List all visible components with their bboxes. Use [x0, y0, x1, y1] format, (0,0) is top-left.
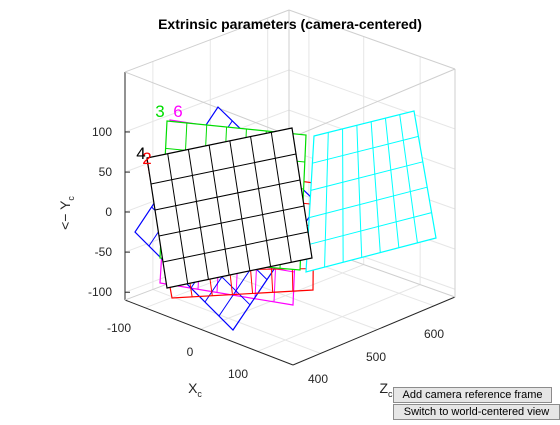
- x-tick-label: -100: [107, 321, 131, 335]
- box-edge: [124, 9, 290, 73]
- board-4-outline: [146, 127, 313, 289]
- switch-view-button[interactable]: Switch to world-centered view: [393, 404, 560, 420]
- z-axis-label-sub: c: [388, 389, 393, 399]
- z-axis-label: Zc: [379, 380, 393, 399]
- x-axis-label-main: X: [188, 380, 198, 396]
- board-label-2: 2: [142, 149, 151, 168]
- y-axis-label: <− Yc: [57, 196, 76, 230]
- y-axis-label-main: <− Y: [57, 200, 73, 230]
- board-5-grid-col: [370, 121, 381, 253]
- board-5-grid-row: [312, 135, 419, 164]
- box-edge: [292, 68, 456, 138]
- chart-title: Extrinsic parameters (camera-centered): [158, 16, 422, 32]
- board-label-4: 4: [136, 144, 145, 163]
- board-label-6: 6: [173, 102, 182, 121]
- board-4-grid-col: [187, 149, 209, 280]
- box-edge: [288, 9, 456, 70]
- y-tick-label: 100: [92, 125, 112, 139]
- z-tick-label: 500: [366, 350, 386, 364]
- board-4-grid-row: [154, 179, 301, 211]
- add-camera-frame-button[interactable]: Add camera reference frame: [393, 387, 552, 403]
- grid-line-y-back-wall: [288, 69, 456, 130]
- axis-line-x: [124, 299, 294, 366]
- board-4: [146, 127, 313, 289]
- board-label-3: 3: [155, 102, 164, 121]
- board-5-grid-col: [356, 125, 363, 258]
- board-4-grid-col: [270, 132, 292, 263]
- board-5-grid-row: [309, 186, 428, 219]
- board-4-grid-row: [150, 153, 297, 185]
- board-4-grid-row: [158, 205, 305, 237]
- board-5-grid-col: [324, 132, 329, 268]
- z-axis-label-main: Z: [379, 380, 388, 396]
- y-tick-label: 0: [105, 205, 112, 219]
- z-tick-label: 400: [308, 372, 328, 386]
- y-tick-label: 50: [99, 165, 113, 179]
- board-5-grid-col: [384, 118, 400, 248]
- x-tick-label: 100: [228, 367, 248, 381]
- y-tick-label: -50: [95, 245, 113, 259]
- y-tick-label: -100: [88, 285, 112, 299]
- board-5-grid-col: [342, 128, 344, 263]
- board-5: [305, 110, 437, 273]
- x-axis-label: Xc: [188, 380, 202, 399]
- x-axis-label-sub: c: [197, 389, 202, 399]
- board-5-grid-row: [307, 212, 432, 246]
- board-4-grid-col: [208, 145, 230, 276]
- grid-line-y-left-wall: [124, 69, 290, 133]
- axis-line-z: [292, 296, 456, 366]
- z-tick-label: 600: [424, 327, 444, 341]
- x-tick-label: 0: [187, 345, 194, 359]
- board-4-grid-row: [162, 231, 309, 263]
- y-axis-label-sub: c: [66, 196, 76, 201]
- board-4-grid-col: [250, 136, 272, 267]
- board-5-outline: [305, 110, 437, 273]
- box-edge: [124, 71, 294, 138]
- board-4-grid-col: [167, 153, 189, 284]
- board-5-grid-row: [310, 161, 423, 191]
- board-5-grid-col: [399, 114, 418, 243]
- grid-line-z-floor: [152, 288, 321, 354]
- board-4-grid-col: [229, 140, 251, 271]
- calibration-boards: [134, 106, 437, 331]
